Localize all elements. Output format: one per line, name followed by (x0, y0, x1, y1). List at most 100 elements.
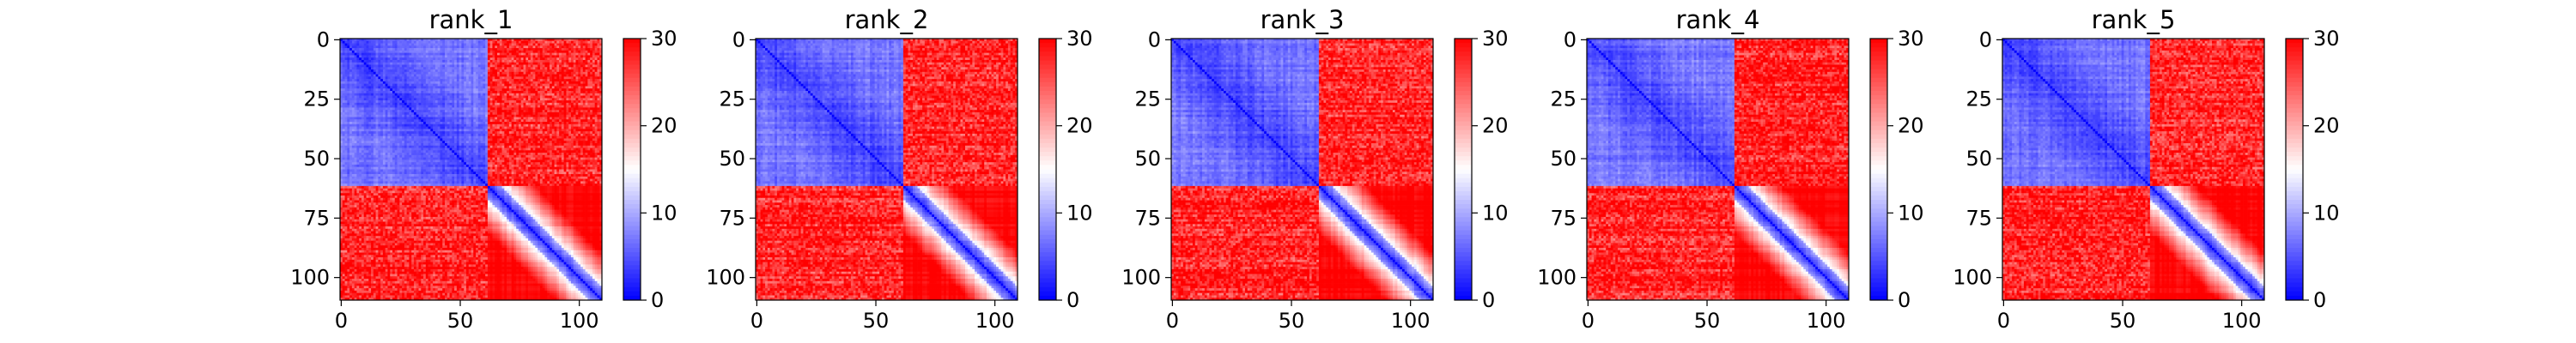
heatmap-cell (359, 48, 361, 51)
heatmap-cell (500, 45, 502, 48)
heatmap-cell (380, 72, 383, 75)
heatmap-cell (516, 51, 519, 53)
heatmap-cell (464, 60, 466, 63)
heatmap-cell (476, 63, 478, 65)
heatmap-cell (398, 79, 400, 81)
heatmap-cell (469, 45, 471, 48)
heatmap-cell (471, 44, 474, 46)
heatmap-cell (595, 41, 598, 44)
heatmap-cell (355, 81, 357, 84)
heatmap-cell (345, 69, 348, 72)
heatmap-cell (571, 45, 574, 48)
heatmap-cell (411, 67, 414, 69)
heatmap-cell (513, 57, 516, 60)
heatmap-cell (502, 76, 505, 79)
heatmap-cell (516, 75, 519, 77)
heatmap-cell (586, 53, 588, 56)
heatmap-cell (562, 57, 564, 60)
heatmap-cell (398, 63, 400, 65)
heatmap-cell (507, 75, 509, 77)
heatmap-cell (442, 72, 445, 75)
heatmap-cell (428, 65, 431, 68)
heatmap-cell (404, 69, 407, 72)
heatmap-cell (419, 67, 422, 69)
heatmap-cell (459, 45, 462, 48)
heatmap-cell (566, 79, 568, 81)
heatmap-cell (521, 72, 524, 75)
heatmap-cell (516, 60, 519, 63)
heatmap-cell (457, 84, 459, 87)
heatmap-cell (383, 79, 386, 81)
heatmap-cell (495, 57, 497, 60)
heatmap-cell (428, 75, 431, 77)
heatmap-cell (416, 76, 419, 79)
heatmap-cell (466, 57, 469, 60)
heatmap-cell (454, 72, 457, 75)
heatmap-cell (387, 51, 390, 53)
heatmap-cell (483, 65, 485, 68)
heatmap-cell (580, 67, 583, 69)
heatmap-cell (592, 60, 595, 63)
heatmap-cell (359, 69, 361, 72)
heatmap-cell (564, 41, 567, 44)
heatmap-cell (367, 45, 369, 48)
heatmap-cell (473, 63, 476, 65)
heatmap-cell (421, 53, 423, 56)
heatmap-cell (399, 51, 402, 53)
heatmap-cell (521, 60, 524, 63)
heatmap-cell (586, 63, 588, 65)
heatmap-cell (390, 55, 392, 57)
heatmap-cell (421, 44, 423, 46)
heatmap-cell (411, 48, 414, 51)
heatmap-cell (374, 44, 376, 46)
heatmap-cell (538, 63, 540, 65)
heatmap-cell (547, 76, 550, 79)
heatmap-cell (345, 63, 348, 65)
heatmap-cell (367, 72, 369, 75)
heatmap-cell (392, 57, 395, 60)
heatmap-cell (543, 67, 545, 69)
heatmap-cell (383, 57, 386, 60)
heatmap-cell (587, 81, 590, 84)
heatmap-cell (387, 69, 390, 72)
heatmap-cell (586, 60, 588, 63)
heatmap-cell (380, 48, 383, 51)
heatmap-cell (513, 53, 516, 56)
heatmap-cell (402, 57, 404, 60)
heatmap-cell (526, 75, 528, 77)
heatmap-cell (528, 63, 531, 65)
heatmap-cell (345, 55, 348, 57)
heatmap-cell (421, 76, 423, 79)
heatmap-cell (355, 51, 357, 53)
heatmap-cell (380, 81, 383, 84)
heatmap-cell (476, 51, 478, 53)
heatmap-cell (435, 72, 438, 75)
heatmap-cell (555, 53, 557, 56)
heatmap-cell (426, 45, 428, 48)
heatmap-cell (519, 51, 521, 53)
heatmap-cell (359, 45, 361, 48)
heatmap-cell (556, 69, 559, 72)
heatmap-cell (473, 81, 476, 84)
heatmap-cell (471, 55, 474, 57)
heatmap-cell (533, 81, 536, 84)
heatmap-cell (528, 60, 531, 63)
heatmap-cell (378, 55, 380, 57)
heatmap-cell (355, 67, 357, 69)
heatmap-cell (423, 72, 426, 75)
heatmap-cell (361, 79, 364, 81)
heatmap-cell (559, 67, 562, 69)
heatmap-cell (386, 65, 388, 68)
heatmap-cell (345, 41, 348, 44)
heatmap-cell (442, 76, 445, 79)
heatmap-cell (531, 41, 533, 44)
heatmap-cell (452, 69, 454, 72)
heatmap-cell (402, 72, 404, 75)
heatmap-cell (524, 65, 526, 68)
heatmap-cell (512, 60, 514, 63)
heatmap-cell (478, 45, 481, 48)
heatmap-cell (555, 60, 557, 63)
heatmap-cell (555, 63, 557, 65)
heatmap-cell (562, 67, 564, 69)
heatmap-cell (409, 81, 411, 84)
